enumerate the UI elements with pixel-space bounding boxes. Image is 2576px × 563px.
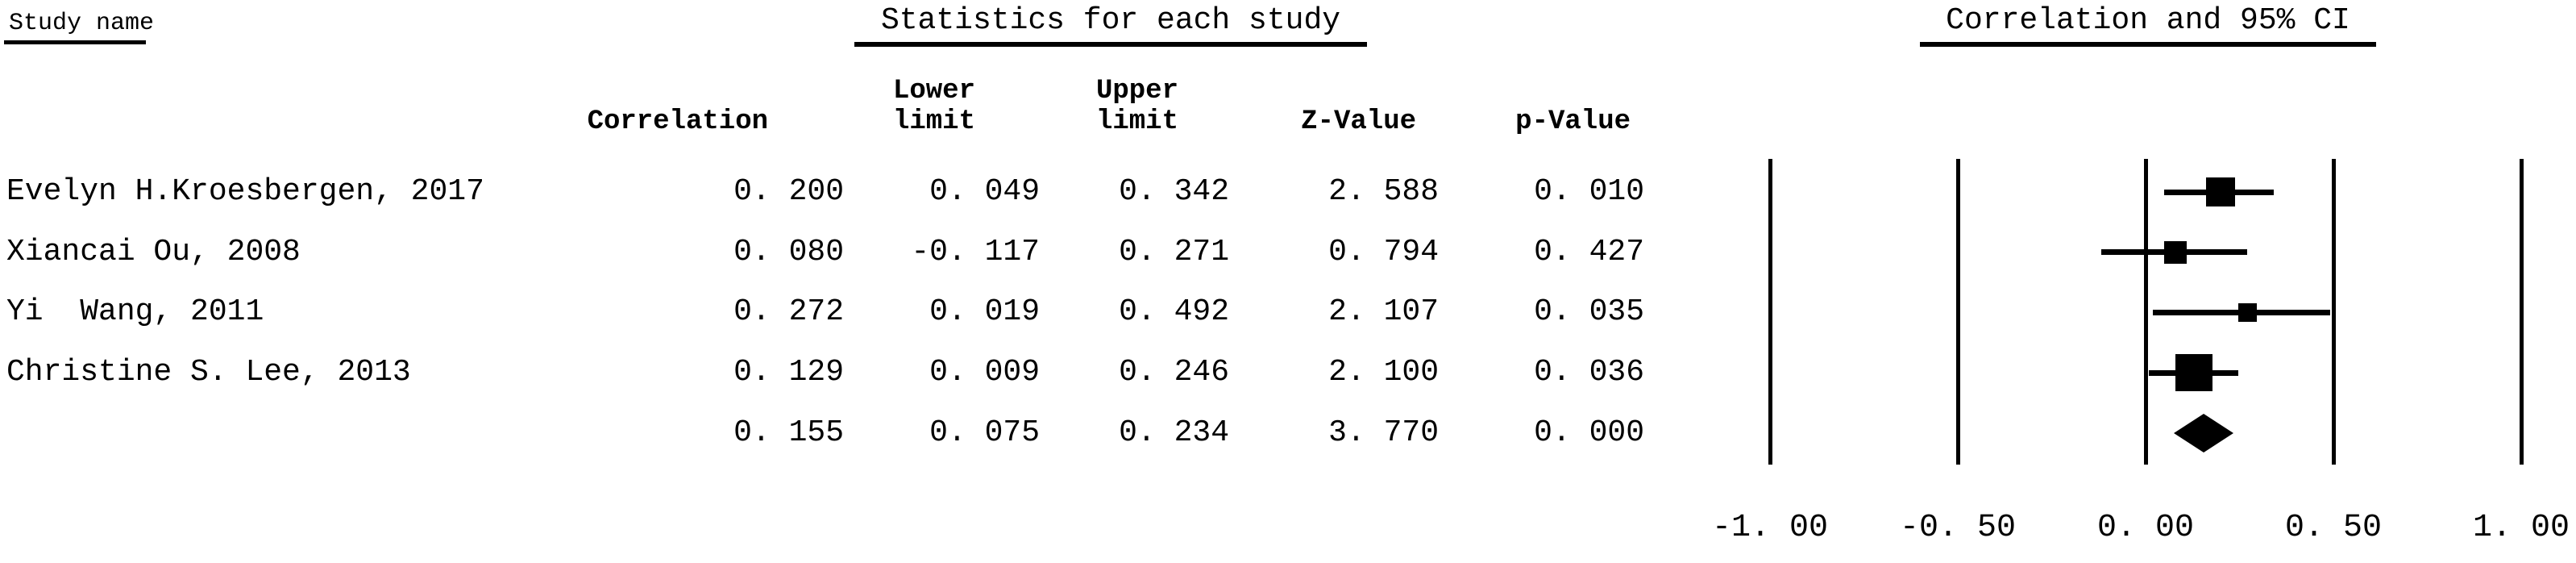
axis-tick-label: -0. 50 (1899, 510, 2017, 546)
upper-limit-value: 0. 271 (1119, 235, 1229, 269)
upper-limit-value: 0. 492 (1119, 294, 1229, 329)
correlation-value: 0. 272 (733, 294, 844, 329)
table-row: Xiancai Ou, 2008 0. 080 -0. 117 0. 271 0… (0, 233, 1644, 272)
statistics-section-title: Statistics for each study (854, 3, 1367, 47)
study-name: Yi Wang, 2011 (6, 294, 264, 329)
upper-limit-value: 0. 342 (1119, 174, 1229, 209)
z-value: 3. 770 (1328, 415, 1439, 450)
lower-limit-value: 0. 009 (929, 355, 1040, 390)
study-name: Xiancai Ou, 2008 (6, 235, 301, 269)
column-header-p-value: p-Value (1515, 106, 1631, 137)
axis-gridline (2519, 159, 2524, 465)
table-row: Yi Wang, 2011 0. 272 0. 019 0. 492 2. 10… (0, 293, 1644, 332)
axis-tick-label: 0. 50 (2284, 510, 2383, 546)
column-header-correlation: Correlation (587, 106, 768, 137)
p-value: 0. 035 (1534, 294, 1644, 329)
study-name: Christine S. Lee, 2013 (6, 355, 411, 390)
axis-tick-label: 1. 00 (2472, 510, 2570, 546)
correlation-value: 0. 080 (733, 235, 844, 269)
table-row: Christine S. Lee, 2013 0. 129 0. 009 0. … (0, 353, 1644, 392)
correlation-value: 0. 200 (733, 174, 844, 209)
study-point-estimate-square (2164, 240, 2188, 264)
lower-limit-value: 0. 019 (929, 294, 1040, 329)
study-point-estimate-square (2206, 177, 2236, 206)
study-name: Evelyn H.Kroesbergen, 2017 (6, 174, 484, 209)
lower-limit-value: 0. 075 (929, 415, 1040, 450)
lower-limit-value: 0. 049 (929, 174, 1040, 209)
correlation-value: 0. 155 (733, 415, 844, 450)
axis-tick-label: 0. 00 (2096, 510, 2195, 546)
z-value: 0. 794 (1328, 235, 1439, 269)
axis-tick-label: -1. 00 (1711, 510, 1829, 546)
z-value: 2. 100 (1328, 355, 1439, 390)
p-value: 0. 010 (1534, 174, 1644, 209)
p-value: 0. 036 (1534, 355, 1644, 390)
study-point-estimate-square (2175, 354, 2213, 392)
table-column-headers: Correlation Lower limit Upper limit Z-Va… (0, 69, 1644, 137)
summary-diamond (2173, 414, 2234, 452)
column-header-lower-limit: Lower limit (892, 76, 975, 137)
study-name-column-title: Study name (4, 11, 154, 44)
upper-limit-value: 0. 234 (1119, 415, 1229, 450)
z-value: 2. 107 (1328, 294, 1439, 329)
upper-limit-value: 0. 246 (1119, 355, 1229, 390)
p-value: 0. 427 (1534, 235, 1644, 269)
column-header-z-value: Z-Value (1301, 106, 1416, 137)
correlation-ci-plot-title: Correlation and 95% CI (1920, 3, 2376, 47)
p-value: 0. 000 (1534, 415, 1644, 450)
lower-limit-value: -0. 117 (911, 235, 1040, 269)
correlation-value: 0. 129 (733, 355, 844, 390)
axis-gridline (1955, 159, 1960, 465)
axis-gridline (1768, 159, 1772, 465)
column-header-upper-limit: Upper limit (1095, 76, 1178, 137)
axis-gridline (2143, 159, 2148, 465)
summary-row: 0. 155 0. 075 0. 234 3. 770 0. 000 (0, 414, 1644, 452)
table-row: Evelyn H.Kroesbergen, 2017 0. 200 0. 049… (0, 173, 1644, 211)
axis-gridline (2331, 159, 2336, 465)
z-value: 2. 588 (1328, 174, 1439, 209)
study-point-estimate-square (2238, 303, 2258, 322)
